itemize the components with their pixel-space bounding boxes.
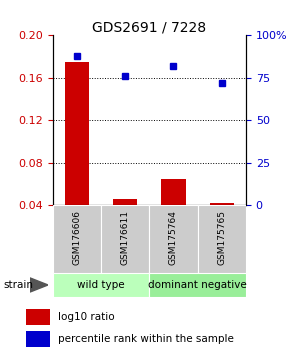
Bar xyxy=(113,199,137,205)
Text: wild type: wild type xyxy=(77,280,125,290)
Text: log10 ratio: log10 ratio xyxy=(58,312,115,322)
Text: dominant negative: dominant negative xyxy=(148,280,247,290)
Text: GSM176606: GSM176606 xyxy=(72,210,81,265)
Text: GSM176611: GSM176611 xyxy=(121,210,130,265)
Bar xyxy=(149,205,198,273)
Bar xyxy=(198,205,246,273)
Bar xyxy=(52,205,101,273)
Bar xyxy=(52,273,149,297)
Bar xyxy=(149,273,246,297)
Polygon shape xyxy=(30,278,48,292)
Text: GSM175764: GSM175764 xyxy=(169,210,178,265)
Bar xyxy=(101,205,149,273)
Text: strain: strain xyxy=(3,280,33,290)
Bar xyxy=(26,331,50,347)
Bar xyxy=(210,203,234,205)
Bar xyxy=(26,309,50,325)
Text: GSM175765: GSM175765 xyxy=(217,210,226,265)
Bar xyxy=(64,62,89,205)
Text: percentile rank within the sample: percentile rank within the sample xyxy=(58,334,234,344)
Title: GDS2691 / 7228: GDS2691 / 7228 xyxy=(92,20,206,34)
Bar xyxy=(161,179,185,205)
